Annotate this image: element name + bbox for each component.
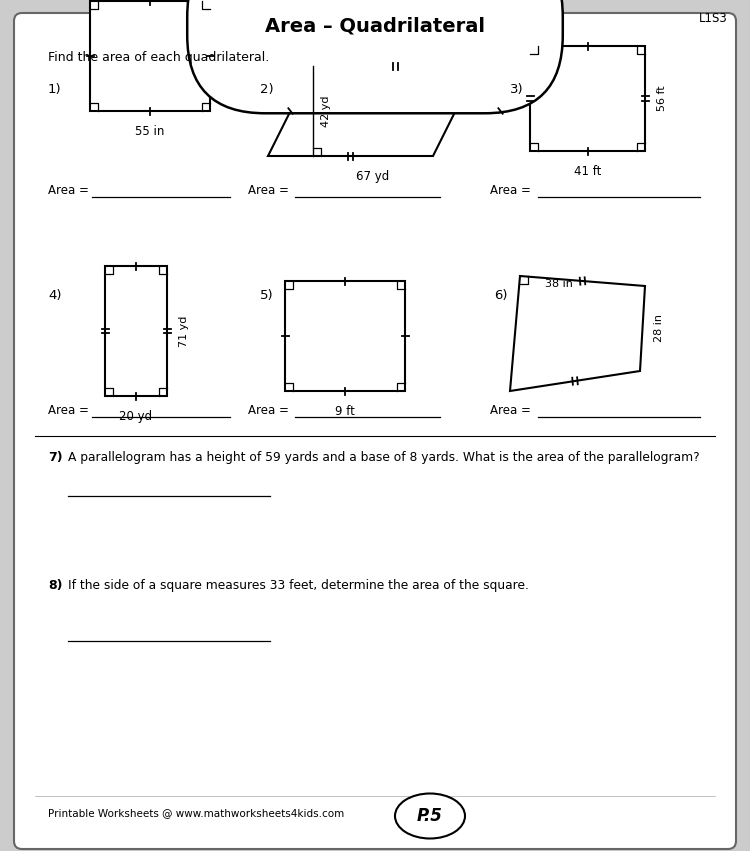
Text: Area =: Area = bbox=[490, 185, 535, 197]
Bar bbox=[285, 281, 405, 391]
Text: 4): 4) bbox=[48, 289, 62, 302]
Text: 20 yd: 20 yd bbox=[119, 410, 152, 423]
Text: Area =: Area = bbox=[248, 185, 292, 197]
Text: 6): 6) bbox=[494, 289, 508, 302]
Text: 67 yd: 67 yd bbox=[356, 170, 390, 183]
Text: 8): 8) bbox=[48, 580, 62, 592]
Text: Area =: Area = bbox=[48, 404, 93, 418]
Text: 28 in: 28 in bbox=[654, 315, 664, 342]
Text: 38 in: 38 in bbox=[545, 279, 573, 289]
Text: 71 yd: 71 yd bbox=[179, 316, 189, 346]
Text: 41 ft: 41 ft bbox=[574, 165, 602, 178]
Text: Area =: Area = bbox=[48, 185, 93, 197]
Text: A parallelogram has a height of 59 yards and a base of 8 yards. What is the area: A parallelogram has a height of 59 yards… bbox=[68, 452, 700, 465]
Text: 3): 3) bbox=[510, 83, 524, 95]
Text: Find the area of each quadrilateral.: Find the area of each quadrilateral. bbox=[48, 52, 269, 65]
Text: L1S3: L1S3 bbox=[699, 13, 728, 26]
Text: 42 yd: 42 yd bbox=[321, 95, 331, 127]
Text: 7): 7) bbox=[48, 452, 62, 465]
Bar bbox=[90, 1, 210, 111]
Polygon shape bbox=[510, 276, 645, 391]
Text: Area =: Area = bbox=[490, 404, 535, 418]
Text: 1): 1) bbox=[48, 83, 62, 95]
Text: Area – Quadrilateral: Area – Quadrilateral bbox=[265, 16, 485, 36]
Text: If the side of a square measures 33 feet, determine the area of the square.: If the side of a square measures 33 feet… bbox=[68, 580, 529, 592]
FancyBboxPatch shape bbox=[14, 13, 736, 849]
Text: 5): 5) bbox=[260, 289, 274, 302]
Text: Printable Worksheets @ www.mathworksheets4kids.com: Printable Worksheets @ www.mathworksheet… bbox=[48, 808, 344, 818]
Text: 55 in: 55 in bbox=[135, 125, 165, 138]
Text: 9 ft: 9 ft bbox=[335, 405, 355, 418]
Ellipse shape bbox=[395, 793, 465, 838]
Bar bbox=[530, 46, 645, 151]
Text: 2): 2) bbox=[260, 83, 274, 95]
Text: 56 ft: 56 ft bbox=[657, 86, 667, 111]
Text: Area =: Area = bbox=[248, 404, 292, 418]
Bar bbox=[105, 266, 167, 396]
Text: P.5: P.5 bbox=[417, 807, 443, 825]
Polygon shape bbox=[268, 66, 478, 156]
